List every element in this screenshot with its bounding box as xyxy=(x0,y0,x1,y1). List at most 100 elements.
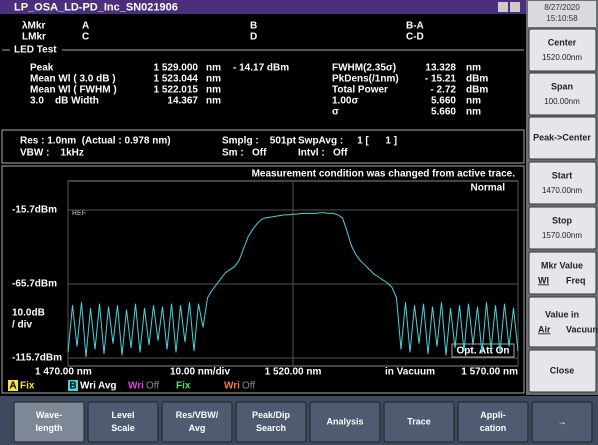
marker-label: B xyxy=(250,21,257,32)
trace-mode: Fix xyxy=(20,381,35,392)
softkey-label: Value in xyxy=(545,309,579,319)
window-title: LP_OSA_LD-PD_Inc_SN021906 xyxy=(14,1,178,13)
result-unit: nm xyxy=(206,85,221,96)
result-unit: nm xyxy=(206,74,221,85)
marker-label: λMkr xyxy=(22,21,45,32)
menu-button[interactable] xyxy=(235,401,307,443)
result-level: - 14.17 dBm xyxy=(233,63,289,74)
trace-sub: Avg xyxy=(98,381,117,392)
softkey[interactable] xyxy=(528,116,597,160)
menu-label: Trace xyxy=(407,416,431,426)
softkey-label: Start xyxy=(552,170,573,180)
menu-button[interactable] xyxy=(457,401,529,443)
y-tick-label: -65.7dBm xyxy=(12,279,57,290)
softkey[interactable] xyxy=(528,296,597,348)
result-label: FWHM(2.35σ) xyxy=(332,63,396,74)
plot-message: Measurement condition was changed from a… xyxy=(252,169,516,180)
menu-button[interactable] xyxy=(309,401,381,443)
date: 8/27/2020 xyxy=(544,3,580,12)
trace-sub: Off xyxy=(146,381,159,392)
softkey[interactable] xyxy=(528,161,597,205)
datetime-box xyxy=(528,1,596,27)
menu-label: cation xyxy=(480,423,507,433)
minimize-button[interactable] xyxy=(498,2,508,12)
section-title-bg xyxy=(10,44,62,56)
condition: SwpAvg : 1 [ 1 ] xyxy=(298,136,397,147)
result-unit: nm xyxy=(466,96,481,107)
result-unit: nm xyxy=(466,107,481,118)
softkey-option: Air xyxy=(538,324,551,334)
softkey-value: 1570.00nm xyxy=(542,231,582,240)
result-label: Mean Wl ( 3.0 dB ) xyxy=(30,74,116,85)
medium-label: in Vacuum xyxy=(385,367,435,378)
menu-label: Res/VBW/ xyxy=(176,410,219,420)
title-bar xyxy=(0,0,526,14)
menu-button[interactable] xyxy=(383,401,455,443)
softkey-value: 1520.00nm xyxy=(542,53,582,62)
softkey-label: Mkr Value xyxy=(541,260,583,270)
menu-button[interactable] xyxy=(87,401,159,443)
menu-label: Wave- xyxy=(36,410,62,420)
result-value: 5.660 xyxy=(431,107,456,118)
menu-button[interactable] xyxy=(531,401,593,443)
trace-sub: Off xyxy=(242,381,255,392)
softkey-option: Wl xyxy=(538,275,549,285)
marker-label: A xyxy=(82,21,89,32)
result-unit: nm xyxy=(206,96,221,107)
y-scale-label: / div xyxy=(12,320,32,331)
menu-label: Analysis xyxy=(326,416,363,426)
spectrum-trace xyxy=(67,212,519,358)
marker-label: B-A xyxy=(406,21,424,32)
menu-label: Appli- xyxy=(480,410,506,420)
result-label: PkDens(/1nm) xyxy=(332,74,399,85)
plot-frame xyxy=(1,165,525,394)
x-tick-label: 1 470.00 nm xyxy=(35,367,92,378)
result-label: Total Power xyxy=(332,85,388,96)
marker-label: LMkr xyxy=(22,32,46,43)
y-scale-label: 10.0dB xyxy=(12,308,45,319)
softkey[interactable] xyxy=(528,28,597,72)
result-value: 1 523.044 xyxy=(154,74,199,85)
result-value: - 15.21 xyxy=(425,74,457,85)
trace-id: B xyxy=(69,381,76,392)
close-button[interactable] xyxy=(510,2,520,12)
result-value: 13.328 xyxy=(425,63,456,74)
softkey-option: Freq xyxy=(566,275,586,285)
x-scale-label: 10.00 nm/div xyxy=(170,367,230,378)
trace-id: A xyxy=(9,381,16,392)
att-label: Opt. Att On xyxy=(457,346,510,357)
trace-id-bg xyxy=(8,380,18,391)
y-tick-label: -115.7dBm xyxy=(12,353,62,364)
result-value: 1 529.000 xyxy=(154,63,199,74)
trace-mode: Wri xyxy=(224,381,240,392)
menu-button[interactable] xyxy=(161,401,233,443)
menu-label: Level xyxy=(111,410,134,420)
softkey-value: 1470.00nm xyxy=(542,186,582,195)
softkey[interactable] xyxy=(528,251,597,295)
x-tick-label: 1 570.00 nm xyxy=(461,367,518,378)
softkey-label: Span xyxy=(551,81,573,91)
menu-button[interactable] xyxy=(13,401,85,443)
result-label: Peak xyxy=(30,63,54,74)
softkey-label: Stop xyxy=(552,215,572,225)
result-label: 3.0 dB Width xyxy=(30,96,99,107)
menu-label: Scale xyxy=(111,423,135,433)
softkey[interactable] xyxy=(528,349,597,393)
marker-label: C xyxy=(82,32,89,43)
result-label: Mean Wl ( FWHM ) xyxy=(30,85,117,96)
softkey-label: Peak->Center xyxy=(533,132,591,142)
softkey-label: Center xyxy=(548,37,577,47)
softkey-option: Vacuum xyxy=(566,324,598,334)
result-value: 14.367 xyxy=(167,96,198,107)
condition: Sm : Off xyxy=(222,148,267,159)
result-value: 5.660 xyxy=(431,96,456,107)
trace-mode: Wri xyxy=(128,381,144,392)
trace-id-bg xyxy=(68,380,78,391)
softkey[interactable] xyxy=(528,206,597,250)
condition: Intvl : Off xyxy=(298,148,348,159)
softkey[interactable] xyxy=(528,72,597,116)
menu-label: Avg xyxy=(189,423,206,433)
conditions-box xyxy=(1,129,525,164)
